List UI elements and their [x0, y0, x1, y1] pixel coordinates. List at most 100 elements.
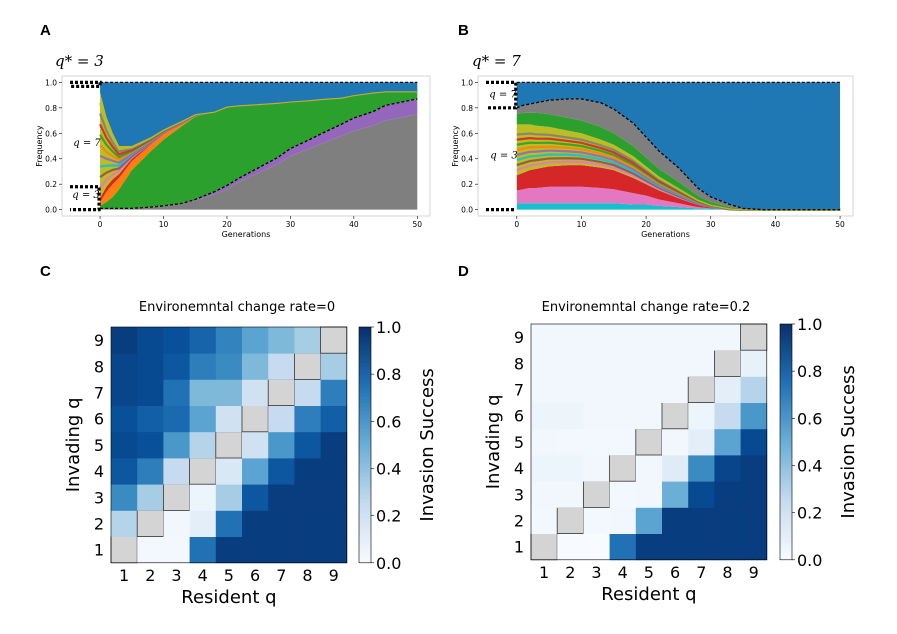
heatmap-cell: [557, 402, 584, 430]
heatmap-cell: [531, 350, 558, 377]
heatmap-cell: [242, 536, 269, 564]
heatmap-cell: [242, 510, 269, 537]
heatmap-c: Environemntal change rate=01 2 3 4 5 6 7 8 91234…: [63, 300, 438, 608]
heatmap-cell: [662, 455, 689, 482]
heatmap-cell: [609, 507, 637, 534]
heatmap-cell-diagonal: [687, 375, 715, 403]
y-axis-label: Invading q: [63, 397, 84, 492]
colorbar-tick-label: 0.6: [797, 409, 822, 428]
heatmap-cell: [320, 353, 348, 380]
dotted-bracket: [70, 185, 101, 212]
heatmap-cell: [609, 376, 637, 403]
heatmap-cell: [635, 455, 663, 482]
heatmap-cell: [242, 431, 269, 459]
heatmap-cell: [688, 324, 715, 351]
heatmap-cell: [583, 507, 610, 534]
heatmap-cell: [137, 536, 164, 564]
heatmap-cell: [662, 428, 689, 456]
heatmap-cell: [740, 455, 768, 482]
heatmap-cell: [557, 481, 584, 508]
heatmap-cell: [635, 402, 663, 430]
heatmap-cell: [688, 402, 715, 430]
heatmap-cell-diagonal: [110, 536, 138, 564]
heatmap-cell: [609, 481, 637, 508]
heatmap-cell: [189, 484, 217, 511]
heatmap-cell: [111, 327, 138, 354]
heatmap-title: Environemntal change rate=0.2: [542, 300, 751, 315]
heatmap-cell: [215, 405, 243, 433]
heatmap-cell: [294, 484, 321, 511]
x-tick-label: 6: [250, 566, 260, 585]
heatmap-frame: [530, 323, 768, 561]
heatmap-cell: [557, 350, 584, 377]
area-series-4: [516, 112, 841, 210]
heatmap-cell: [268, 510, 295, 537]
panel-letter-c: C: [40, 263, 51, 280]
heatmap-cell: [740, 350, 768, 377]
x-tick-label: 5: [224, 566, 234, 585]
heatmap-cell: [688, 428, 715, 456]
heatmap-cell: [294, 327, 321, 354]
y-tick-label: 7: [94, 384, 104, 403]
heatmap-cell: [163, 431, 190, 459]
heatmap-cell: [242, 458, 269, 485]
y-tick-label: 7: [514, 381, 524, 400]
heatmap-cell: [688, 507, 715, 534]
y-tick-label: 4: [514, 459, 524, 478]
x-tick-label: 3: [171, 566, 181, 585]
x-tick-label: 9: [329, 566, 339, 585]
heatmap-cell: [557, 376, 584, 403]
heatmap-cell: [215, 536, 243, 564]
heatmap-cell: [189, 327, 217, 354]
heatmap-cell-diagonal: [162, 483, 190, 511]
x-tick-label: 3: [591, 563, 601, 582]
heatmap-cell-diagonal: [714, 349, 742, 377]
colorbar-tick-label: 1.0: [797, 315, 822, 334]
x-tick-label: 30: [706, 220, 716, 229]
annotation-q7: q = 7: [73, 138, 101, 149]
heatmap-cell-diagonal: [320, 326, 348, 354]
heatmap-cell: [137, 484, 164, 511]
x-tick-label: 1: [539, 563, 549, 582]
heatmap-cell: [688, 533, 715, 561]
heatmap-cell-diagonal: [556, 506, 584, 534]
heatmap-cell: [714, 376, 741, 403]
heatmap-cell: [635, 533, 663, 561]
colorbar: [779, 323, 793, 561]
x-tick-label: 8: [722, 563, 732, 582]
heatmap-cell: [189, 536, 217, 564]
area-series-2: [100, 91, 418, 209]
colorbar-tick-label: 0.4: [376, 459, 401, 478]
heatmap-cell: [137, 405, 164, 433]
heatmap-cell: [268, 405, 295, 433]
heatmap-cell: [320, 379, 348, 406]
x-tick-label: 0: [98, 220, 103, 229]
heatmap-cell: [609, 428, 637, 456]
heatmap-cell: [714, 507, 741, 534]
x-axis-label: Generations: [641, 230, 690, 239]
area-series-2: [516, 165, 841, 210]
heatmap-cell: [294, 536, 321, 564]
heatmap-cell: [242, 484, 269, 511]
y-tick-label: 1: [94, 541, 104, 560]
heatmap-d: Environemntal change rate=0.21 2 3 4 5 6 7 8 912…: [483, 300, 859, 605]
heatmap-cell: [242, 327, 269, 354]
y-tick-label: 0.0: [461, 206, 473, 215]
heatmap-cell: [163, 379, 190, 406]
heatmap-cell: [714, 324, 741, 351]
heatmap-cell: [583, 402, 610, 430]
x-tick-label: 2: [145, 566, 155, 585]
heatmap-cell: [137, 431, 164, 459]
colorbar-tick-label: 0.0: [376, 554, 401, 573]
x-tick-label: 50: [413, 220, 423, 229]
heatmap-cell: [583, 533, 610, 561]
heatmap-cell: [294, 431, 321, 459]
heatmap-cell: [215, 379, 243, 406]
colorbar: [358, 326, 372, 564]
heatmap-cell: [557, 428, 584, 456]
x-tick-label: 0: [514, 220, 519, 229]
heatmap-cell: [111, 379, 138, 406]
heatmap-cell: [662, 533, 689, 561]
heatmap-cell: [320, 431, 348, 459]
y-tick-label: 2: [94, 515, 104, 534]
